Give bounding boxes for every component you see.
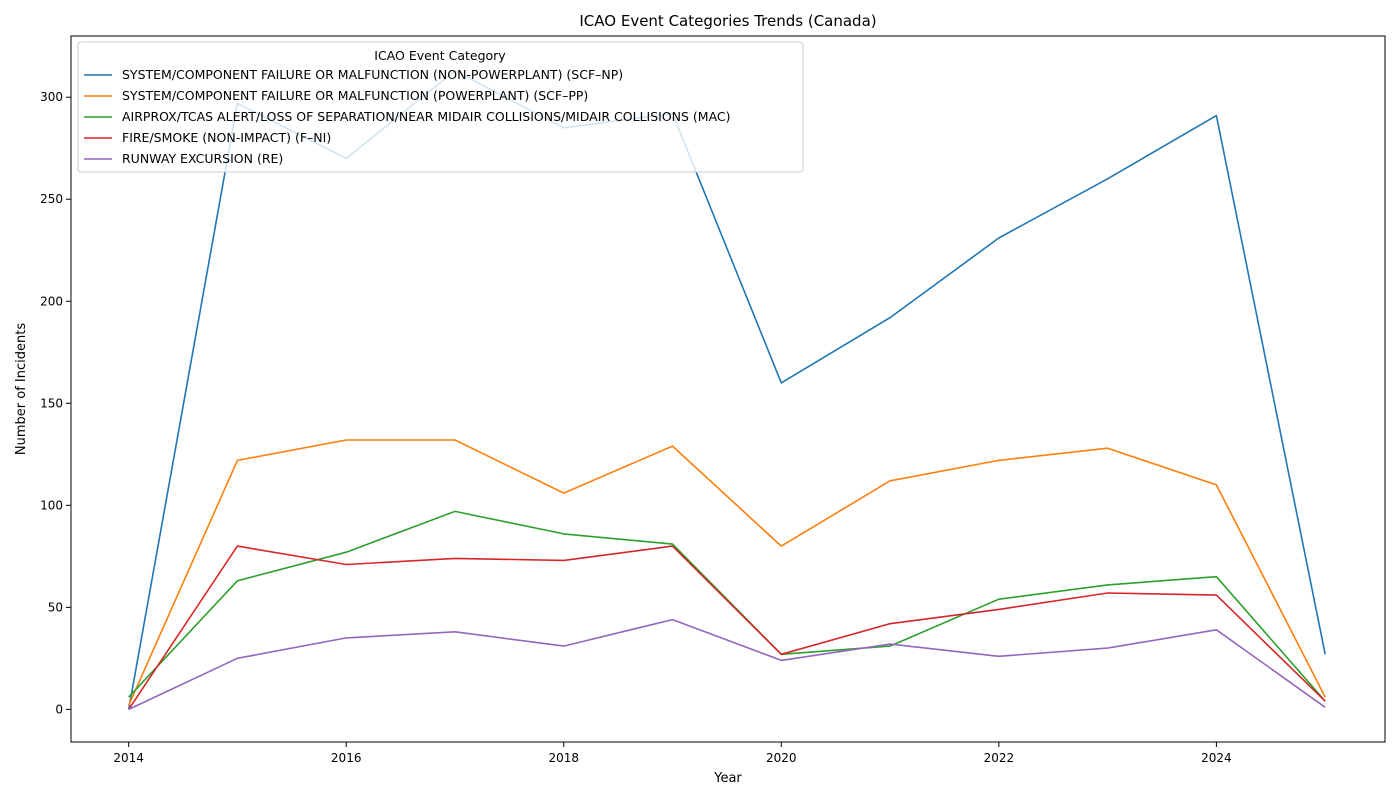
y-tick-label: 200: [40, 294, 63, 308]
series-line-1: [127, 439, 1326, 706]
series-line-3: [128, 545, 1326, 710]
x-axis: 2014 2016 2018 2020 2022 2024: [113, 742, 1232, 765]
legend-frame: [77, 41, 804, 173]
plot-frame: [70, 35, 1386, 743]
legend-label-0: SYSTEM/COMPONENT FAILURE OR MALFUNCTION …: [122, 67, 623, 82]
y-tick-label: 0: [55, 702, 63, 716]
x-tick-label: 2020: [766, 751, 797, 765]
legend-label-2: AIRPROX/TCAS ALERT/LOSS OF SEPARATION/NE…: [122, 109, 731, 124]
y-axis-label: Number of Incidents: [14, 323, 29, 455]
y-tick-label: 50: [48, 600, 63, 614]
x-tick-label: 2014: [113, 751, 144, 765]
y-tick-label: 150: [40, 396, 63, 410]
legend-label-4: RUNWAY EXCURSION (RE): [122, 151, 283, 166]
x-axis-label: Year: [713, 771, 742, 786]
series-layer: [127, 69, 1326, 711]
series-line-2: [128, 510, 1326, 702]
y-tick-label: 250: [40, 192, 63, 206]
x-tick-label: 2024: [1201, 751, 1232, 765]
legend-label-1: SYSTEM/COMPONENT FAILURE OR MALFUNCTION …: [122, 88, 588, 103]
legend-items: SYSTEM/COMPONENT FAILURE OR MALFUNCTION …: [84, 67, 731, 166]
y-axis: 0 50 100 150 200 250 300: [40, 90, 71, 716]
x-tick-label: 2018: [548, 751, 579, 765]
chart-title: ICAO Event Categories Trends (Canada): [579, 12, 876, 30]
legend-title: ICAO Event Category: [374, 48, 506, 63]
y-tick-label: 100: [40, 498, 63, 512]
y-tick-label: 300: [40, 90, 63, 104]
series-line-4: [128, 618, 1326, 711]
x-tick-label: 2016: [331, 751, 362, 765]
legend-label-3: FIRE/SMOKE (NON-IMPACT) (F–NI): [122, 130, 331, 145]
x-tick-label: 2022: [984, 751, 1015, 765]
legend: ICAO Event Category SYSTEM/COMPONENT FAI…: [77, 41, 804, 173]
